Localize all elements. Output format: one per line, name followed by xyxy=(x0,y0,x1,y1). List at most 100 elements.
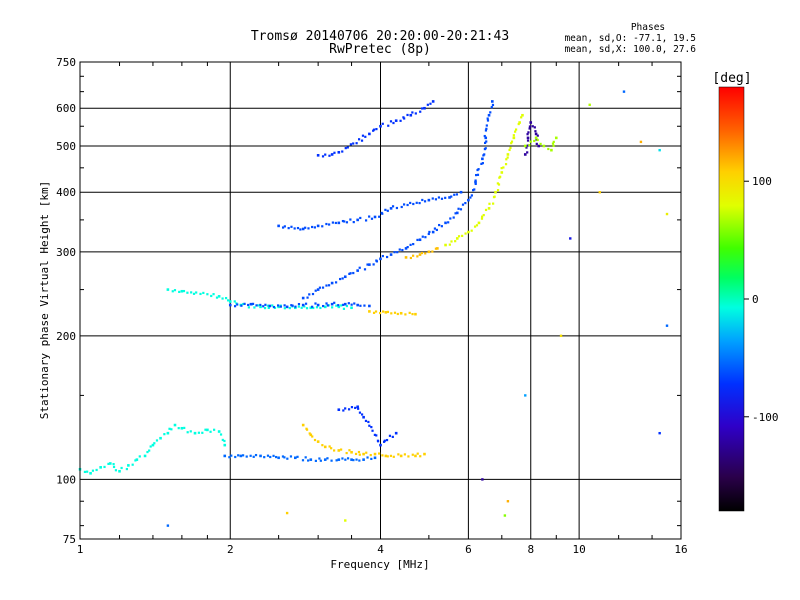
data-point xyxy=(457,207,460,210)
data-point xyxy=(309,433,313,437)
data-point xyxy=(493,195,496,198)
data-point xyxy=(427,232,430,236)
data-point xyxy=(444,196,447,199)
data-point xyxy=(304,456,307,459)
data-point xyxy=(337,221,341,225)
data-point xyxy=(341,277,344,280)
data-point xyxy=(388,434,392,437)
data-point xyxy=(514,130,517,133)
data-point xyxy=(114,469,118,472)
data-point xyxy=(552,140,555,143)
data-point xyxy=(328,445,331,448)
data-point xyxy=(335,459,338,462)
stats-o-mode: mean, sd,O: -77.1, 19.5 xyxy=(564,33,696,44)
data-point xyxy=(393,251,396,254)
data-point xyxy=(386,209,389,212)
data-point xyxy=(390,312,393,315)
x-tick-label: 8 xyxy=(527,543,534,556)
data-point xyxy=(440,225,443,228)
data-point xyxy=(352,458,355,462)
data-point xyxy=(168,427,171,430)
data-point xyxy=(363,304,366,307)
data-point xyxy=(330,447,333,450)
data-point xyxy=(259,454,262,458)
data-point xyxy=(177,427,180,430)
data-point xyxy=(360,413,364,416)
data-point xyxy=(349,218,352,221)
data-point xyxy=(461,203,465,206)
x-tick-label: 16 xyxy=(674,543,687,556)
data-point xyxy=(424,252,427,255)
plot-frame xyxy=(79,61,682,540)
data-point xyxy=(301,303,305,307)
data-point xyxy=(399,311,403,315)
x-tick-label: 6 xyxy=(465,543,472,556)
data-point xyxy=(455,211,459,215)
data-point xyxy=(485,124,488,127)
data-point xyxy=(189,430,192,433)
data-point xyxy=(355,142,358,145)
data-point xyxy=(426,103,429,106)
data-point xyxy=(146,450,149,454)
y-tick-label: 200 xyxy=(56,330,76,343)
x-tick-label: 1 xyxy=(77,543,84,556)
data-point xyxy=(314,302,317,305)
data-point xyxy=(444,243,447,247)
y-tick-label: 500 xyxy=(56,140,76,153)
data-point xyxy=(356,269,359,272)
data-point xyxy=(352,220,355,224)
data-point xyxy=(383,439,386,442)
data-point xyxy=(421,107,424,110)
data-point xyxy=(356,405,359,409)
data-point xyxy=(304,226,307,229)
data-point xyxy=(297,302,301,306)
data-point xyxy=(551,142,555,145)
data-point xyxy=(421,235,424,238)
data-point xyxy=(277,456,280,460)
data-point xyxy=(321,225,324,228)
scatter-point xyxy=(622,90,626,93)
data-point xyxy=(488,202,491,205)
data-points xyxy=(78,90,669,527)
data-point xyxy=(346,457,350,460)
data-point xyxy=(209,430,212,433)
data-point xyxy=(271,304,274,307)
data-point xyxy=(335,304,338,307)
data-point xyxy=(528,144,531,147)
data-point xyxy=(496,189,500,192)
data-point xyxy=(391,435,394,438)
data-point xyxy=(526,144,529,147)
scatter-point xyxy=(166,524,170,527)
data-point xyxy=(381,122,384,125)
data-point xyxy=(529,140,532,143)
data-point xyxy=(281,226,285,229)
data-point xyxy=(487,207,491,210)
data-point xyxy=(536,134,539,137)
data-point xyxy=(347,302,350,305)
data-point xyxy=(340,304,343,307)
data-point xyxy=(362,452,365,456)
data-point xyxy=(138,455,141,458)
data-point xyxy=(354,452,358,456)
data-point xyxy=(437,196,441,199)
data-point xyxy=(450,240,453,243)
data-point xyxy=(474,182,477,186)
data-point xyxy=(305,307,309,310)
data-point xyxy=(239,454,243,458)
data-point xyxy=(219,433,223,436)
data-point xyxy=(385,255,389,259)
data-point xyxy=(550,148,553,152)
data-point xyxy=(266,304,270,307)
data-point xyxy=(242,454,245,457)
data-point xyxy=(183,426,186,430)
data-point xyxy=(266,454,270,457)
data-point xyxy=(474,179,477,182)
data-point xyxy=(324,153,327,156)
data-point xyxy=(512,136,516,140)
data-point xyxy=(353,302,356,305)
data-point xyxy=(348,449,351,452)
data-point xyxy=(304,302,308,305)
data-point xyxy=(249,454,252,457)
data-point xyxy=(277,305,280,309)
data-point xyxy=(253,306,256,309)
